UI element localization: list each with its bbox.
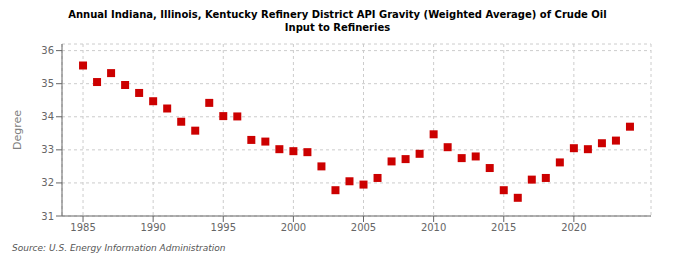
svg-text:2005: 2005: [351, 222, 376, 233]
svg-text:1985: 1985: [70, 222, 95, 233]
svg-text:33: 33: [41, 144, 54, 155]
svg-text:32: 32: [41, 177, 54, 188]
svg-text:36: 36: [41, 45, 54, 56]
svg-text:2020: 2020: [561, 222, 586, 233]
svg-text:35: 35: [41, 78, 54, 89]
svg-text:2010: 2010: [421, 222, 446, 233]
svg-text:1990: 1990: [140, 222, 165, 233]
html-text:Source: U.S. Energy Informatio: Source: U.S. Energy Information Administ…: [12, 243, 226, 253]
svg-text:2000: 2000: [281, 222, 306, 233]
html-text:Input to Refineries: Input to Refineries: [284, 22, 391, 33]
svg-text:Degree: Degree: [11, 110, 24, 150]
svg-text:31: 31: [41, 211, 54, 222]
svg-text:2015: 2015: [491, 222, 516, 233]
svg-text:1995: 1995: [211, 222, 236, 233]
svg-text:34: 34: [41, 111, 54, 122]
html-text:Annual Indiana, Illinois, Kent: Annual Indiana, Illinois, Kentucky Refin…: [68, 9, 607, 20]
